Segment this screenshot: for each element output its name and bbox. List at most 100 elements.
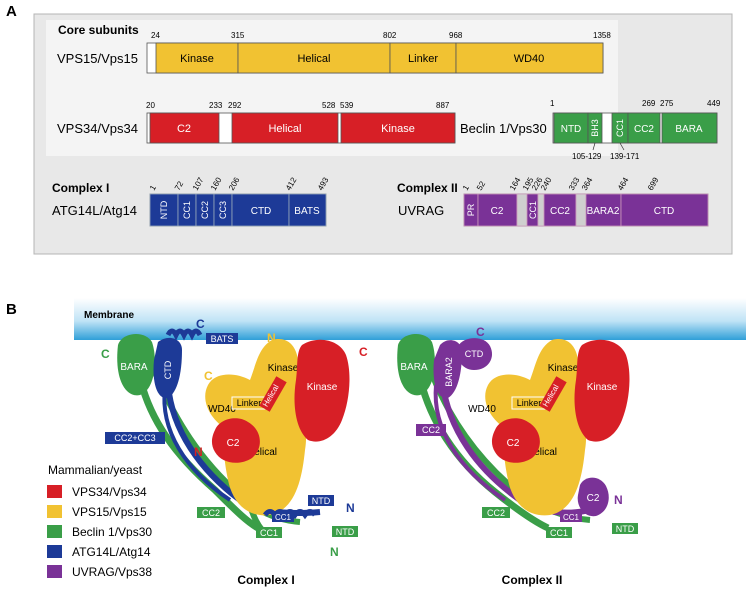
vps15-domain-map: VPS15/Vps15 Kinase Helical Linker WD40 2… (57, 31, 611, 74)
uvrag-pos-1: 1 (461, 183, 471, 192)
c2-cc1-green-label: CC1 (550, 528, 568, 538)
vps34-c2-label: C2 (177, 123, 191, 135)
c2-cc2-purple-box (416, 424, 446, 436)
c2-kinase-label: Kinase (548, 363, 579, 374)
uvrag-gap-1 (516, 193, 528, 227)
atg14-cc2-label: CC2 (200, 201, 210, 219)
atg14-cc3-label: CC3 (218, 201, 228, 219)
c1-cc1-green-box (256, 527, 282, 538)
c1-c2-shape (211, 418, 260, 463)
beclin-range-bh3: 105-129 (572, 152, 602, 161)
vps15-helical-label: Helical (297, 53, 330, 65)
c1-c-red: C (359, 345, 368, 359)
c2-c-purple: C (476, 325, 485, 339)
c1-ctd-label: CTD (163, 360, 173, 379)
c1-c-yellow: C (204, 369, 213, 383)
atg14-bats-label: BATS (294, 206, 320, 217)
uvrag-ctd-label: CTD (654, 206, 675, 217)
vps34-kinase-domain (340, 112, 456, 144)
c2-helical-top-box (539, 376, 567, 412)
legend: Mammalian/yeast VPS34/Vps34 VPS15/Vps15 … (47, 463, 152, 579)
c1-c-green: C (101, 347, 110, 361)
panel-b-label: B (6, 301, 17, 318)
atg14-ctd-label: CTD (251, 206, 272, 217)
vps15-wd40-label: WD40 (514, 53, 545, 65)
c1-bats-label: BATS (211, 334, 234, 344)
c1-n-blue: N (346, 501, 355, 515)
beclin-pos-449: 449 (707, 99, 721, 108)
uvrag-bara2-domain (585, 193, 622, 227)
c1-ntd-green-box (332, 526, 358, 537)
beclin-pos-275: 275 (660, 99, 674, 108)
uvrag-name: UVRAG (398, 203, 444, 218)
c2-c2-label: C2 (507, 438, 520, 449)
vps15-helical-domain (237, 42, 391, 74)
vps15-pos-315: 315 (231, 31, 245, 40)
beclin-bara-label: BARA (675, 124, 703, 135)
legend-label-uvrag: UVRAG/Vps38 (72, 565, 152, 579)
core-subunits-title: Core subunits (58, 23, 139, 37)
vps15-pos-24: 24 (151, 31, 160, 40)
c1-cc2-green-label: CC2 (202, 508, 220, 518)
vps34-helical-label: Helical (268, 123, 301, 135)
vps34-pos-887: 887 (436, 101, 450, 110)
uvrag-c2-label: C2 (491, 206, 504, 217)
beclin-pos-1: 1 (550, 99, 555, 108)
vps15-pos-968: 968 (449, 31, 463, 40)
c1-kinase-big-label: Kinase (307, 382, 338, 393)
c1-cc2cc3-box (105, 432, 165, 444)
c2-c2-purple-shape (577, 477, 609, 517)
c2-uvrag-arm-b (433, 384, 507, 502)
c1-c2-label: C2 (227, 438, 240, 449)
uvrag-bara2-label: BARA2 (587, 206, 620, 217)
c2-n-purple: N (614, 493, 623, 507)
beclin-bh3-tick (592, 142, 596, 151)
beclin-bara-domain (661, 112, 718, 144)
vps34-kinase-label: Kinase (381, 123, 415, 135)
beclin-cc2-label: CC2 (634, 124, 654, 135)
panel-a-label: A (6, 3, 17, 20)
legend-swatch-vps34 (47, 485, 62, 498)
c1-c-blue: C (196, 317, 205, 331)
c2-wd40-label: WD40 (468, 404, 496, 415)
c2-ntd-green-box (612, 523, 638, 534)
beclin-range-cc1: 139-171 (610, 152, 640, 161)
uvrag-cc1-label: CC1 (528, 201, 538, 219)
c2-ntd-green-label: NTD (616, 524, 635, 534)
c1-bara-shape (117, 334, 155, 396)
c1-n-green: N (330, 545, 339, 559)
c2-bara-shape (397, 334, 435, 396)
legend-swatch-uvrag (47, 565, 62, 578)
c1-cc1-blue-box (272, 512, 294, 522)
legend-swatch-vps15 (47, 505, 62, 518)
vps34-pos-528: 528 (322, 101, 336, 110)
vps34-name: VPS34/Vps34 (57, 121, 138, 136)
legend-label-vps15: VPS15/Vps15 (72, 505, 147, 519)
c1-kinase-big-shape (294, 339, 350, 442)
c1-ctd-shape (153, 337, 182, 399)
vps15-kinase-domain (155, 42, 239, 74)
c1-wd40-label: WD40 (208, 404, 236, 415)
vps15-pos-802: 802 (383, 31, 397, 40)
beclin-pos-269: 269 (642, 99, 656, 108)
beclin-name: Beclin 1/Vps30 (460, 121, 547, 136)
uvrag-cc2-domain (543, 193, 577, 227)
vps34-c2-domain (149, 112, 220, 144)
vps15-linker-label: Linker (408, 53, 438, 65)
uvrag-gap-3 (575, 193, 587, 227)
c1-cc2cc3-label: CC2+CC3 (114, 433, 155, 443)
vps34-pos-20: 20 (146, 101, 155, 110)
c1-helical-label: Helical (247, 447, 277, 458)
c2-c2-purple-label: C2 (587, 493, 600, 504)
c1-cc1-blue-label: CC1 (275, 513, 292, 522)
beclin-bh3-label: BH3 (590, 119, 600, 137)
c1-cc1-green-label: CC1 (260, 528, 278, 538)
c2-cc2-green-box (482, 507, 510, 518)
c1-kinase-label: Kinase (268, 363, 299, 374)
vps34-pos-539: 539 (340, 101, 354, 110)
beclin-cc1-tick (619, 142, 625, 151)
vps34-domain-map: VPS34/Vps34 C2 Helical Kinase 20 233 292… (57, 101, 456, 144)
c2-kinase-big-shape (574, 339, 630, 442)
vps15-name: VPS15/Vps15 (57, 51, 138, 66)
beclin-ntd-label: NTD (561, 124, 582, 135)
